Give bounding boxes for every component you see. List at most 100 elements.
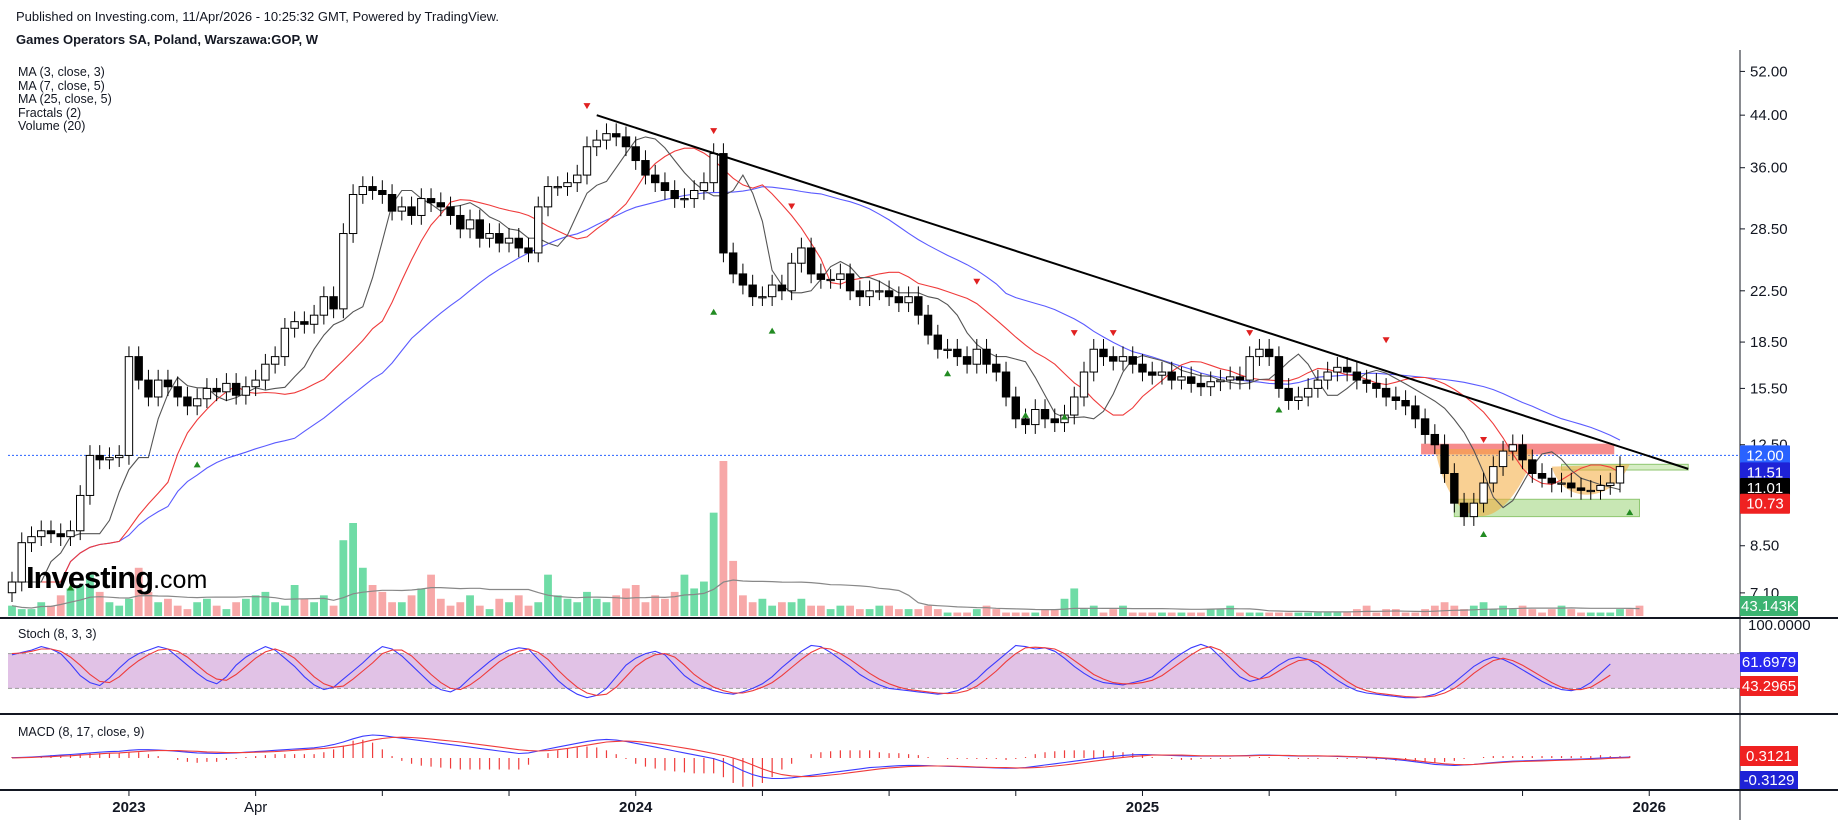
indicator-fractals[interactable]: Fractals (2): [18, 105, 82, 120]
candle-body: [689, 190, 699, 200]
indicator-ma7[interactable]: MA (7, close, 5): [18, 78, 105, 93]
candle-body: [1079, 371, 1089, 398]
candle-body: [1586, 489, 1595, 493]
candle-body: [553, 186, 562, 189]
candle-body: [1070, 396, 1079, 416]
candle-body: [17, 542, 26, 583]
candle-body: [1284, 387, 1293, 402]
fractal-low-marker: [944, 370, 952, 377]
fractal-high-marker: [973, 278, 981, 285]
candle-body: [1264, 348, 1274, 358]
volume-bar: [1440, 602, 1449, 616]
candle-body: [1537, 472, 1547, 479]
candle-body: [290, 321, 299, 329]
volume-bar: [1138, 612, 1147, 616]
volume-bar: [466, 595, 474, 616]
fractal-low-marker: [1022, 411, 1030, 418]
volume-bar: [1050, 609, 1059, 616]
candle-body: [621, 136, 631, 148]
volume-bar: [193, 602, 202, 616]
volume-bar: [553, 595, 562, 616]
volume-bar: [631, 585, 640, 616]
indicator-volume[interactable]: Volume (20): [18, 119, 86, 133]
candle-body: [1235, 376, 1245, 381]
candle-body: [709, 153, 718, 184]
volume-bar: [670, 591, 679, 616]
volume-bar: [1206, 609, 1215, 616]
stoch-label[interactable]: Stoch (8, 3, 3): [18, 627, 97, 641]
volume-bar: [846, 605, 855, 616]
volume-bar: [894, 609, 903, 616]
volume-bar: [885, 605, 893, 616]
candle-body: [602, 133, 611, 141]
candle-body: [1196, 382, 1206, 388]
volume-bar: [1586, 612, 1595, 616]
macd-badge-bg: [1740, 771, 1798, 789]
ma7-line: [12, 147, 1621, 583]
indicator-ma25[interactable]: MA (25, close, 5): [18, 92, 112, 106]
volume-bar: [319, 595, 328, 616]
candle-body: [748, 284, 757, 298]
candle-body: [1615, 466, 1625, 484]
volume-bar: [475, 605, 484, 616]
volume-bar: [1304, 612, 1313, 616]
volume-bar: [241, 598, 250, 616]
candle-body: [1040, 409, 1050, 420]
fractal-high-marker: [583, 103, 591, 110]
stoch-badge-bg: [1740, 652, 1798, 672]
volume-bar: [807, 605, 816, 616]
volume-bar: [232, 602, 241, 616]
volume-bar: [573, 602, 582, 616]
price-badge-bg: [1740, 596, 1798, 616]
candle-body: [1118, 356, 1128, 362]
volume-bar: [1421, 609, 1429, 616]
candle-body: [1255, 348, 1264, 358]
candle-body: [1031, 409, 1040, 426]
volume-bar: [963, 612, 971, 616]
volume-bar: [914, 609, 923, 616]
candle-body: [241, 386, 251, 396]
volume-bar: [397, 602, 406, 616]
candle-body: [397, 206, 407, 212]
volume-bar: [514, 595, 523, 616]
volume-bar: [173, 605, 182, 616]
downtrend-line: [596, 114, 1689, 470]
volume-bar: [183, 609, 192, 616]
volume-bar: [1294, 612, 1303, 616]
volume-bar: [495, 598, 504, 616]
macd-label[interactable]: MACD (8, 17, close, 9): [18, 725, 145, 739]
volume-bar: [388, 602, 396, 616]
candle-body: [962, 356, 972, 365]
volume-bar: [8, 605, 16, 616]
volume-bar: [1547, 609, 1556, 616]
volume-bar: [1109, 609, 1118, 616]
candle-body: [914, 296, 923, 316]
volume-bar: [777, 602, 786, 616]
candle-body: [1342, 366, 1352, 373]
x-tick-label: 2023: [112, 799, 145, 816]
volume-bar: [1567, 609, 1576, 616]
volume-bar: [1313, 612, 1322, 616]
volume-bar: [1460, 609, 1468, 616]
volume-bar: [261, 591, 270, 616]
indicator-ma3[interactable]: MA (3, close, 3): [18, 65, 105, 79]
investing-logo: Investing.com: [26, 560, 208, 595]
candle-body: [1450, 472, 1459, 504]
candle-body: [1381, 387, 1391, 398]
volume-bar: [280, 605, 289, 616]
volume-bar: [1080, 609, 1088, 616]
volume-bar: [1538, 612, 1546, 616]
candle-body: [27, 536, 36, 544]
candle-body: [738, 273, 748, 286]
candle-body: [797, 247, 806, 264]
volume-bar: [602, 602, 611, 616]
volume-bar: [1177, 612, 1186, 616]
candle-body: [1606, 482, 1615, 486]
candle-body: [1323, 371, 1332, 381]
volume-bar: [651, 595, 660, 616]
macd-badge-bg: [1740, 746, 1798, 766]
candle-body: [972, 348, 982, 365]
volume-ma-line: [11, 579, 1640, 613]
candle-body: [56, 533, 65, 538]
